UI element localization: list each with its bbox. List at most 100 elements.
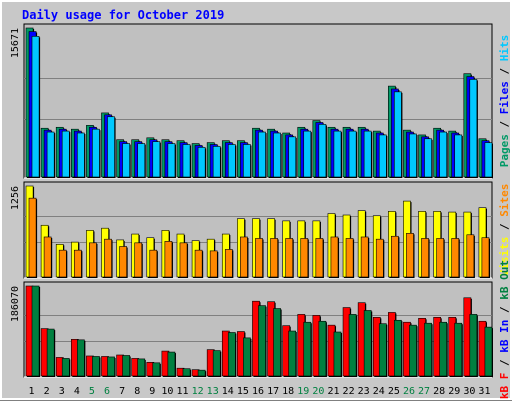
bar-sites-day-23 (360, 236, 369, 278)
bar-pages-day-5 (92, 128, 100, 178)
bar-pages-day-2 (46, 131, 55, 178)
legend-entry: Hits (498, 35, 511, 62)
bar-kb-out-day-10 (167, 351, 176, 377)
bar-kb-out-day-15 (243, 337, 251, 377)
x-tick-day-23: 23 (358, 386, 370, 397)
bar-kb-out-day-12 (197, 369, 206, 377)
y-max-label: 15671 (10, 28, 21, 58)
bar-sites-day-18 (285, 238, 294, 278)
bar-sites-day-2 (43, 236, 52, 278)
bar-pages-day-17 (273, 132, 281, 178)
bar-sites-day-12 (194, 249, 203, 278)
x-tick-day-17: 17 (267, 386, 279, 397)
legend-entry: / (498, 300, 511, 320)
bar-pages-day-30 (469, 79, 478, 178)
x-tick-day-22: 22 (343, 386, 355, 397)
x-tick-day-25: 25 (388, 386, 400, 397)
bar-sites-day-14 (224, 249, 233, 278)
bar-sites-day-25 (391, 235, 399, 278)
bar-sites-day-9 (149, 249, 158, 278)
bar-pages-day-16 (258, 131, 266, 178)
x-tick-day-4: 4 (74, 386, 80, 397)
bar-kb-out-day-1 (31, 285, 40, 377)
bar-kb-out-day-14 (227, 332, 236, 377)
bar-kb-out-day-8 (137, 358, 146, 377)
x-tick-day-20: 20 (312, 386, 324, 397)
panel-kbf-kbin-kbout: 186070 kB F / kB In / kB Out (10, 260, 511, 399)
bar-sites-day-26 (406, 233, 414, 278)
x-tick-day-24: 24 (373, 386, 385, 397)
bar-pages-day-24 (378, 134, 387, 178)
bar-sites-day-31 (481, 237, 490, 278)
x-tick-day-2: 2 (44, 386, 50, 397)
bar-kb-out-day-9 (152, 362, 161, 377)
bar-sites-day-29 (451, 238, 460, 278)
bar-kb-out-day-29 (454, 322, 463, 377)
bar-pages-day-19 (303, 130, 312, 178)
bar-pages-day-27 (424, 138, 432, 178)
x-tick-day-7: 7 (119, 386, 125, 397)
bar-sites-day-1 (28, 197, 37, 278)
legend-entry: Pages (498, 134, 511, 167)
x-tick-day-21: 21 (327, 386, 339, 397)
bar-kb-out-day-19 (303, 321, 312, 377)
x-tick-day-15: 15 (237, 386, 249, 397)
bar-pages-day-8 (137, 143, 146, 178)
bar-sites-day-28 (436, 238, 445, 278)
x-tick-day-26: 26 (403, 386, 415, 397)
x-tick-day-10: 10 (161, 386, 173, 397)
legend-text: Visits / Sites (498, 184, 511, 277)
x-tick-day-1: 1 (29, 386, 35, 397)
legend-entry: / (498, 217, 511, 237)
bar-pages-day-18 (288, 136, 297, 178)
bar-pages-day-26 (409, 133, 417, 178)
panel-visits-sites: 1256 Visits / Sites (10, 181, 511, 279)
x-tick-day-8: 8 (134, 386, 140, 397)
bar-sites-day-10 (164, 241, 173, 278)
bar-sites-day-13 (209, 250, 218, 278)
x-tick-day-13: 13 (207, 386, 219, 397)
legend-entry: / (498, 61, 511, 81)
bar-kb-out-day-5 (92, 356, 100, 377)
x-tick-day-31: 31 (478, 386, 490, 397)
x-tick-day-27: 27 (418, 386, 430, 397)
bar-pages-day-25 (394, 91, 402, 178)
bar-pages-day-12 (197, 147, 206, 178)
x-tick-day-9: 9 (149, 386, 155, 397)
bar-kb-out-day-18 (288, 330, 297, 377)
bar-kb-out-day-23 (363, 310, 372, 377)
legend-entry: Visits (498, 237, 511, 277)
bar-kb-out-day-20 (318, 320, 327, 377)
bar-pages-day-1 (31, 36, 40, 178)
bar-kb-out-day-4 (76, 339, 85, 377)
x-tick-day-3: 3 (59, 386, 65, 397)
legend-text: kB F / kB In / kB Out (498, 260, 511, 399)
bar-kb-out-day-28 (439, 321, 448, 377)
bar-pages-day-14 (227, 144, 236, 178)
bar-sites-day-24 (375, 238, 384, 278)
bar-kb-out-day-16 (258, 305, 266, 377)
bar-pages-day-29 (454, 134, 463, 178)
bar-kb-out-day-7 (122, 355, 130, 377)
bar-kb-out-day-2 (46, 328, 55, 377)
chart-title: Daily usage for October 2019 (22, 8, 225, 22)
bar-sites-day-16 (255, 238, 263, 278)
legend-kbf-kbin-kbout: kB F / kB In / kB Out (498, 260, 511, 399)
x-tick-day-14: 14 (222, 386, 234, 397)
bar-pages-day-20 (318, 124, 327, 178)
bar-pages-day-6 (107, 116, 115, 178)
x-tick-day-16: 16 (252, 386, 264, 397)
x-tick-day-6: 6 (104, 386, 110, 397)
legend-hits-files-pages: Pages / Files / Hits (498, 35, 511, 168)
bar-sites-day-15 (240, 236, 248, 278)
x-tick-day-30: 30 (463, 386, 475, 397)
legend-entry: / (498, 353, 511, 373)
bar-sites-day-30 (466, 234, 475, 278)
bar-kb-out-day-30 (469, 314, 478, 377)
legend-entry: kB In (498, 320, 511, 353)
bar-sites-day-17 (270, 238, 278, 278)
bar-pages-day-21 (333, 130, 342, 178)
bar-pages-day-10 (167, 143, 176, 178)
legend-entry: / (498, 114, 511, 134)
bar-pages-day-31 (484, 142, 493, 178)
